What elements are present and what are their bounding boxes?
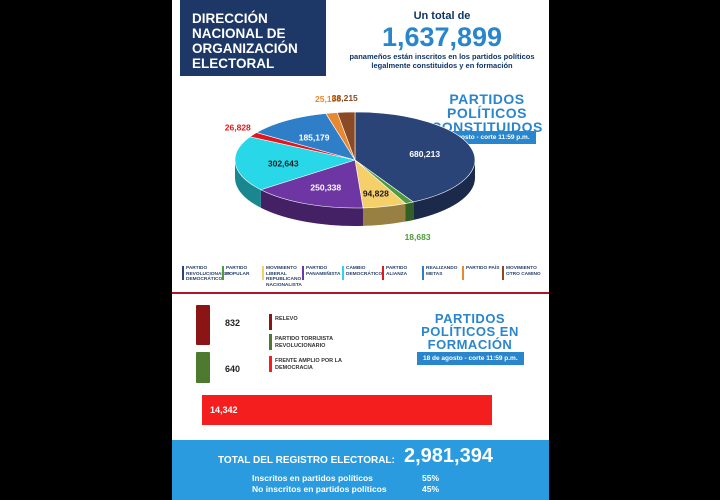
legend-item: PARTIDO PAÍS — [462, 266, 502, 280]
pie-value-label: 18,683 — [405, 232, 431, 242]
constituidos-title: PARTIDOS POLÍTICOS CONSTITUIDOS — [424, 92, 549, 134]
legend-label: PARTIDO TORRIJISTA REVOLUCIONARIO — [275, 336, 333, 349]
formacion-title-line: FORMACIÓN — [427, 337, 513, 352]
legend-swatch — [502, 266, 504, 280]
legend-swatch — [302, 266, 304, 280]
pie-value-label: 25,158 — [315, 94, 341, 104]
formacion-date: 18 de agosto - corte 11:59 p.m. — [417, 352, 524, 365]
infographic-poster: DIRECCIÓN NACIONAL DE ORGANIZACIÓN ELECT… — [172, 0, 549, 500]
legend-label: REALIZANDO METAS — [426, 266, 458, 277]
pie-side — [363, 203, 406, 226]
section-divider — [172, 292, 549, 294]
legend-label: RELEVO — [275, 316, 298, 322]
constituidos-title-line: CONSTITUIDOS — [431, 119, 543, 135]
bar-frente-amplio — [202, 395, 492, 425]
legend-label: CAMBIO DEMOCRÁTICO — [346, 266, 383, 277]
legend-label: PARTIDO ALIANZA — [386, 266, 408, 277]
pie-value-label: 680,213 — [409, 149, 440, 159]
pie-value-label: 94,828 — [363, 189, 389, 199]
legend-label: FRENTE AMPLIO POR LA DEMOCRACIA — [275, 358, 342, 371]
title-line: ELECTORAL — [192, 56, 275, 71]
legend-item: PARTIDO REVOLUCIONARIO DEMOCRÁTICO — [182, 266, 230, 283]
total-desc-1: panameños están inscritos en los partido… — [349, 52, 535, 61]
legend-swatch — [182, 266, 184, 280]
legend-swatch — [269, 356, 272, 372]
pie-legend: PARTIDO REVOLUCIONARIO DEMOCRÁTICO PARTID… — [182, 266, 542, 288]
pie-slice — [336, 111, 356, 161]
legend-item: REALIZANDO METAS — [422, 266, 462, 280]
legend-swatch — [222, 266, 224, 280]
footer-summary: TOTAL DEL REGISTRO ELECTORAL: 2,981,394 … — [172, 440, 549, 500]
title-line: NACIONAL DE — [192, 26, 286, 41]
legend-swatch — [422, 266, 424, 280]
not-enrolled-pct: 45% — [422, 484, 440, 494]
bar-torrijista-value: 640 — [225, 364, 241, 374]
legend-item: CAMBIO DEMOCRÁTICO — [342, 266, 383, 280]
bar-relevo — [196, 305, 210, 345]
formacion-title-line: PARTIDOS — [434, 311, 506, 326]
legend-swatch — [382, 266, 384, 280]
pie-side — [260, 189, 364, 226]
legend-swatch — [269, 334, 272, 350]
title-line: DIRECCIÓN — [192, 11, 268, 26]
pie-slice — [260, 159, 364, 209]
pie-slice — [234, 136, 357, 191]
enrolled-label: Inscritos en partidos políticos — [252, 473, 373, 483]
pie-slice — [255, 113, 356, 161]
legend-swatch — [342, 266, 344, 280]
legend-item: MOVIMIENTO OTRO CAMINO — [502, 266, 542, 280]
legend-frente-amplio: FRENTE AMPLIO POR LA DEMOCRACIA — [269, 356, 345, 372]
page-title: DIRECCIÓN NACIONAL DE ORGANIZACIÓN ELECT… — [180, 0, 326, 76]
pie-value-label: 185,179 — [299, 132, 330, 142]
legend-label: MOVIMIENTO LIBERAL REPUBLICANO NACIONALI… — [266, 266, 302, 288]
total-summary: Un total de 1,637,899 panameños están in… — [342, 10, 542, 70]
legend-swatch — [462, 266, 464, 280]
legend-swatch — [269, 314, 272, 330]
pie-side — [405, 201, 414, 222]
pie-value-label: 38,215 — [332, 93, 358, 103]
title-line: ORGANIZACIÓN — [192, 41, 298, 56]
pie-chart: 680,213 18,683 94,828 250,338 302,643 26,828 1… — [225, 93, 476, 242]
legend-label: MOVIMIENTO OTRO CAMINO — [506, 266, 541, 277]
legend-swatch — [262, 266, 264, 280]
legend-item: PARTIDO POPULAR — [222, 266, 262, 280]
not-enrolled-label: No inscritos en partidos políticos — [252, 484, 387, 494]
total-value: 1,637,899 — [381, 22, 503, 52]
pie-value-label: 26,828 — [225, 122, 251, 132]
legend-item: PARTIDO ALIANZA — [382, 266, 422, 280]
total-desc-2: legalmente constituidos y en formación — [371, 61, 513, 70]
legend-label: PARTIDO PANAMEÑISTA — [306, 266, 341, 277]
pie-value-label: 302,643 — [268, 158, 299, 168]
pie-slice — [354, 111, 476, 203]
legend-torrijista: PARTIDO TORRIJISTA REVOLUCIONARIO — [269, 334, 345, 350]
total-lead: Un total de — [413, 10, 471, 22]
bar-torrijista — [196, 352, 210, 383]
legend-label: PARTIDO PAÍS — [466, 266, 500, 271]
constituidos-title-line: POLÍTICOS — [447, 105, 527, 121]
constituidos-title-line: PARTIDOS — [449, 91, 525, 107]
legend-relevo: RELEVO — [269, 314, 298, 330]
bar-frente-amplio-value: 14,342 — [210, 405, 238, 415]
pie-side — [235, 160, 261, 208]
registry-total-value: 2,981,394 — [404, 445, 493, 467]
pie-value-label: 250,338 — [310, 182, 341, 192]
legend-item: MOVIMIENTO LIBERAL REPUBLICANO NACIONALI… — [262, 266, 302, 288]
legend-label: PARTIDO REVOLUCIONARIO DEMOCRÁTICO — [186, 266, 230, 282]
registry-total-label: TOTAL DEL REGISTRO ELECTORAL: — [218, 455, 395, 466]
pie-side — [413, 160, 475, 220]
bar-relevo-value: 832 — [225, 318, 241, 328]
legend-item: PARTIDO PANAMEÑISTA — [302, 266, 342, 280]
legend-label: PARTIDO POPULAR — [226, 266, 250, 277]
enrolled-pct: 55% — [422, 473, 440, 483]
formacion-title-line: POLÍTICOS EN — [421, 324, 519, 339]
formacion-title: PARTIDOS POLÍTICOS EN FORMACIÓN — [398, 312, 542, 351]
